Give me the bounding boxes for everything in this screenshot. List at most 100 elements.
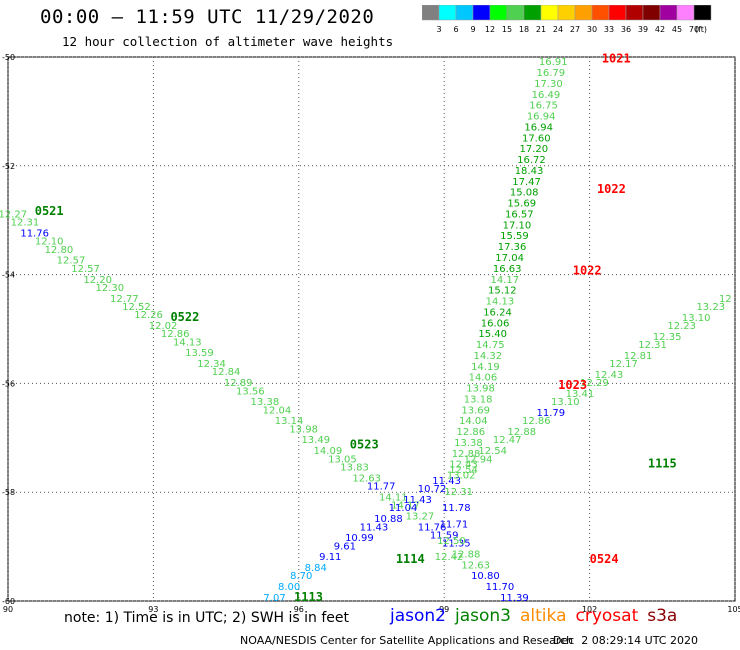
wave-height-value: 14.09 bbox=[314, 446, 343, 457]
pass-time-label: 1114 bbox=[396, 552, 425, 566]
wave-height-value: 16.79 bbox=[537, 68, 566, 79]
wave-height-value: 12.43 bbox=[595, 370, 624, 381]
colorbar-swatch bbox=[642, 5, 661, 21]
wave-height-value: 13.59 bbox=[185, 348, 214, 359]
wave-height-value: 11.35 bbox=[442, 539, 471, 550]
pass-time-label: 1115 bbox=[648, 457, 677, 471]
wave-height-value: 14.13 bbox=[173, 337, 202, 348]
wave-height-value: 15.40 bbox=[478, 329, 507, 340]
latitude-tick-label: -54 bbox=[2, 271, 15, 280]
wave-height-value: 13.83 bbox=[340, 462, 369, 473]
map-subtitle: 12 hour collection of altimeter wave hei… bbox=[62, 34, 394, 49]
wave-height-value: 17.30 bbox=[534, 79, 563, 90]
wave-height-value: 11.43 bbox=[360, 522, 389, 533]
wave-height-value: 12.77 bbox=[110, 294, 139, 305]
wave-height-value: 14.75 bbox=[476, 340, 505, 351]
wave-height-value: 16.49 bbox=[532, 90, 561, 101]
wave-height-value: 12.17 bbox=[609, 359, 638, 370]
wave-height-value: 13.69 bbox=[461, 405, 490, 416]
pass-time-label: 1113 bbox=[294, 590, 323, 604]
pass-time-label: 0521 bbox=[35, 204, 64, 218]
wave-height-value: 12.35 bbox=[653, 332, 682, 343]
wave-height-value: 12.84 bbox=[212, 367, 241, 378]
wave-height-value: 16.75 bbox=[529, 101, 558, 112]
wave-height-value: 17.36 bbox=[498, 242, 527, 253]
colorbar-swatch bbox=[523, 5, 542, 21]
wave-height-value: 12.80 bbox=[45, 245, 74, 256]
wave-height-value: 14.17 bbox=[391, 501, 420, 512]
colorbar-tick-label: 15 bbox=[502, 25, 512, 34]
wave-height-value: 12.30 bbox=[95, 283, 124, 294]
wave-height-value: 13.02 bbox=[447, 471, 476, 482]
colorbar-tick-label: 39 bbox=[638, 25, 648, 34]
wave-height-value: 8.84 bbox=[305, 563, 327, 574]
generated-timestamp: Dec 2 08:29:14 UTC 2020 bbox=[553, 634, 698, 647]
wave-height-value: 16.24 bbox=[483, 307, 512, 318]
pass-time-label: 1022 bbox=[573, 264, 602, 278]
wave-height-value: 14.11 bbox=[379, 492, 408, 503]
longitude-tick-label: 90 bbox=[3, 605, 13, 614]
wave-height-value: 11.79 bbox=[537, 408, 566, 419]
wave-height-value: 17.04 bbox=[495, 253, 524, 264]
wave-height-value: 12.47 bbox=[493, 435, 522, 446]
pass-time-label: 0522 bbox=[170, 310, 199, 324]
colorbar-tick-label: 42 bbox=[655, 25, 665, 34]
legend-cryosat: cryosat bbox=[575, 606, 639, 626]
legend-jason2: jason2 bbox=[390, 606, 446, 626]
pass-time-label: 1022 bbox=[597, 182, 626, 196]
pass-time-label: 0524 bbox=[590, 552, 619, 566]
colorbar-swatch bbox=[659, 5, 678, 21]
colorbar-tick-label: 18 bbox=[519, 25, 529, 34]
wave-height-value: 12 bbox=[719, 294, 732, 305]
wave-height-value: 12.26 bbox=[134, 310, 163, 321]
wave-height-value: 12.88 bbox=[507, 427, 536, 438]
map-frame bbox=[7, 56, 736, 602]
colorbar-swatch bbox=[438, 5, 457, 21]
wave-height-value: 12.54 bbox=[478, 446, 507, 457]
wave-height-value: 16.63 bbox=[493, 264, 522, 275]
latitude-tick-label: -50 bbox=[2, 53, 15, 62]
wave-height-value: 15.59 bbox=[500, 231, 529, 242]
wave-height-value: 11.04 bbox=[389, 503, 418, 514]
wave-height-value: 12.86 bbox=[161, 329, 190, 340]
color-scale-legend: 3 6 9 12 15 18 21 24 27 30 33 36 39 42 45 70(ft) bbox=[422, 5, 712, 34]
colorbar-swatch bbox=[455, 5, 474, 21]
pass-time-label: 1021 bbox=[602, 51, 631, 65]
wave-height-value: 12.10 bbox=[35, 237, 64, 248]
wave-height-value: 12.81 bbox=[624, 351, 653, 362]
latitude-tick-label: -52 bbox=[2, 162, 15, 171]
colorbar-tick-label: 36 bbox=[621, 25, 631, 34]
legend-altika: altika bbox=[520, 606, 567, 626]
wave-height-value: 11.78 bbox=[442, 503, 471, 514]
wave-height-value: 12.50 bbox=[437, 536, 466, 547]
wave-height-value: 14.13 bbox=[486, 297, 515, 308]
colorbar-unit: (ft) bbox=[695, 25, 707, 34]
colorbar-tick-label: 9 bbox=[470, 25, 475, 34]
wave-height-value: 14.32 bbox=[473, 351, 502, 362]
colorbar-swatch bbox=[557, 5, 576, 21]
wave-height-value: 12.88 bbox=[452, 549, 481, 560]
wave-height-value: 15.12 bbox=[488, 286, 517, 297]
wave-height-value: 17.20 bbox=[520, 144, 549, 155]
colorbar-swatch bbox=[608, 5, 627, 21]
wave-height-value: 11.70 bbox=[486, 582, 515, 593]
colorbar-tick-label: 27 bbox=[570, 25, 580, 34]
footnote: note: 1) Time is in UTC; 2) SWH is in fe… bbox=[64, 610, 350, 626]
legend-jason3: jason3 bbox=[455, 606, 511, 626]
wave-height-value: 13.38 bbox=[454, 438, 483, 449]
wave-height-value: 16.94 bbox=[527, 112, 556, 123]
wave-height-value: 12.52 bbox=[122, 302, 151, 313]
wave-height-value: 15.08 bbox=[510, 188, 539, 199]
colorbar-tick-label: 21 bbox=[536, 25, 546, 34]
wave-height-value: 10.88 bbox=[374, 514, 403, 525]
wave-height-value: 12.34 bbox=[197, 359, 226, 370]
wave-height-value: 12.29 bbox=[580, 378, 609, 389]
colorbar-swatch bbox=[625, 5, 644, 21]
colorbar-tick-label: 6 bbox=[453, 25, 458, 34]
wave-height-value: 9.61 bbox=[334, 541, 356, 552]
colorbar-tick-label: 30 bbox=[587, 25, 597, 34]
wave-height-value: 12.31 bbox=[11, 218, 40, 229]
wave-height-value: 14.06 bbox=[469, 373, 498, 384]
wave-height-value: 13.56 bbox=[236, 386, 265, 397]
longitude-tick-label: 105 bbox=[727, 605, 740, 614]
